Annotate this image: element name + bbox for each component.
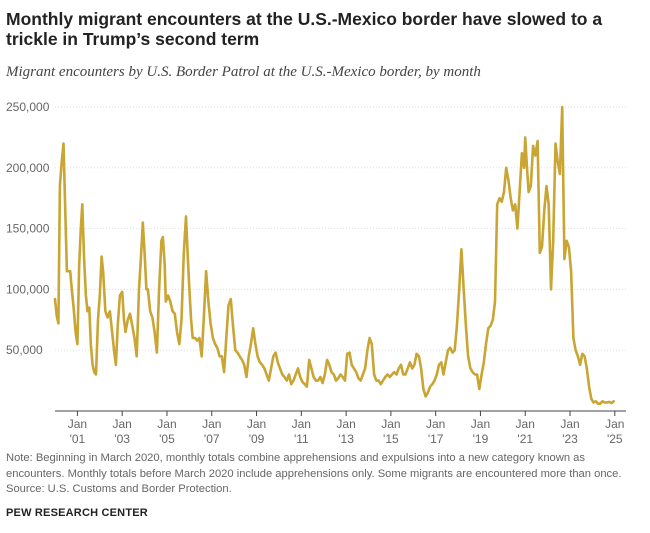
- series-line-encounters: [53, 105, 615, 405]
- x-tick-label-year: '11: [294, 432, 309, 446]
- x-tick-label-month: Jan: [381, 417, 400, 431]
- source-text: Source: U.S. Customs and Border Protecti…: [6, 483, 232, 495]
- x-tick-label-month: Jan: [247, 417, 266, 431]
- y-tick-label: 250,000: [6, 100, 50, 114]
- series-layer: [53, 105, 615, 405]
- x-tick-label-year: '21: [517, 432, 533, 446]
- y-tick-label: 150,000: [6, 222, 50, 236]
- x-tick-label-month: Jan: [336, 417, 355, 431]
- chart-note: Note: Beginning in March 2020, monthly t…: [6, 451, 644, 498]
- x-tick-label-month: Jan: [68, 417, 87, 431]
- x-tick-label-year: '23: [562, 432, 578, 446]
- x-tick-label-month: Jan: [202, 417, 221, 431]
- note-line-1: Note: Beginning in March 2020, monthly t…: [6, 452, 585, 464]
- y-axis-ticks: 50,000 100,000 150,000 200,000 250,000: [6, 100, 50, 357]
- x-tick-label-month: Jan: [292, 417, 311, 431]
- x-tick-label-month: Jan: [157, 417, 176, 431]
- x-tick-label-month: Jan: [560, 417, 579, 431]
- x-tick-label-month: Jan: [471, 417, 490, 431]
- x-tick-label-year: '09: [249, 432, 265, 446]
- x-tick-label-month: Jan: [605, 417, 624, 431]
- y-tick-label: 100,000: [6, 282, 50, 296]
- x-tick-label-year: '15: [383, 432, 399, 446]
- y-tick-label: 200,000: [6, 161, 50, 175]
- x-tick-label-year: '01: [70, 432, 86, 446]
- note-line-2: encounters. Monthly totals before March …: [6, 467, 622, 480]
- gridlines: [55, 106, 626, 412]
- x-tick-label-year: '03: [114, 432, 130, 446]
- chart-title: Monthly migrant encounters at the U.S.-M…: [6, 9, 603, 49]
- x-tick-label-year: '05: [159, 432, 175, 446]
- chart-subtitle: Migrant encounters by U.S. Border Patrol…: [6, 64, 481, 80]
- x-tick-label-year: '17: [428, 432, 444, 446]
- x-tick-label-year: '25: [607, 432, 623, 446]
- y-tick-label: 50,000: [6, 343, 43, 357]
- x-tick-label-year: '19: [473, 432, 489, 446]
- x-tick-label-month: Jan: [426, 417, 445, 431]
- brand-logo-text: PEW RESEARCH CENTER: [6, 507, 148, 519]
- x-axis-ticks: Jan'01Jan'03Jan'05Jan'07Jan'09Jan'11Jan'…: [68, 411, 624, 446]
- x-tick-label-month: Jan: [516, 417, 535, 431]
- x-tick-label-year: '13: [338, 432, 354, 446]
- x-tick-label-year: '07: [204, 432, 220, 446]
- x-tick-label-month: Jan: [112, 417, 131, 431]
